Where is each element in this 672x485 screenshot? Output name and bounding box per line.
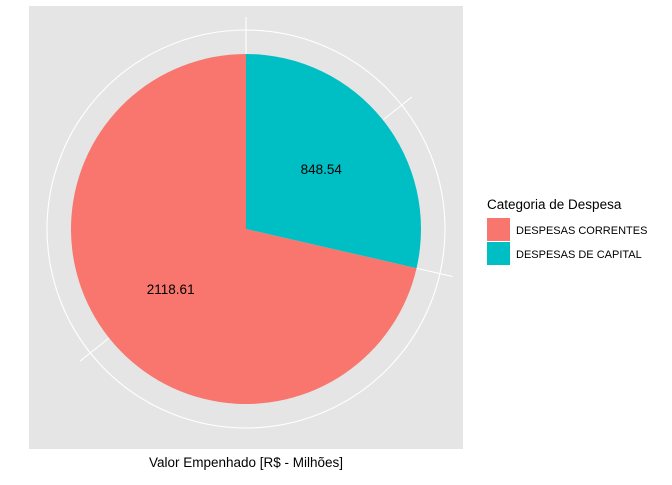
pie-slices [70,54,421,404]
slice-labels: 848.54 2118.61 [147,162,343,297]
x-axis-label: Valor Empenhado [R$ - Milhões] [149,455,343,470]
pie-slice [246,54,421,269]
legend-label: DESPESAS DE CAPITAL [516,249,642,261]
grid-spoke [382,96,413,121]
grid-spoke [416,267,453,278]
pie-slice [70,54,417,404]
legend-title: Categoria de Despesa [487,197,622,212]
legend-key [487,242,510,265]
legend-label: DESPESAS CORRENTES [516,225,647,237]
legend: DESPESAS CORRENTES DESPESAS DE CAPITAL [487,218,647,265]
legend-key [487,218,510,241]
slice-value-label: 848.54 [301,162,343,177]
grid-spoke [79,337,110,362]
slice-value-label: 2118.61 [147,282,195,297]
polar-grid [46,17,453,429]
